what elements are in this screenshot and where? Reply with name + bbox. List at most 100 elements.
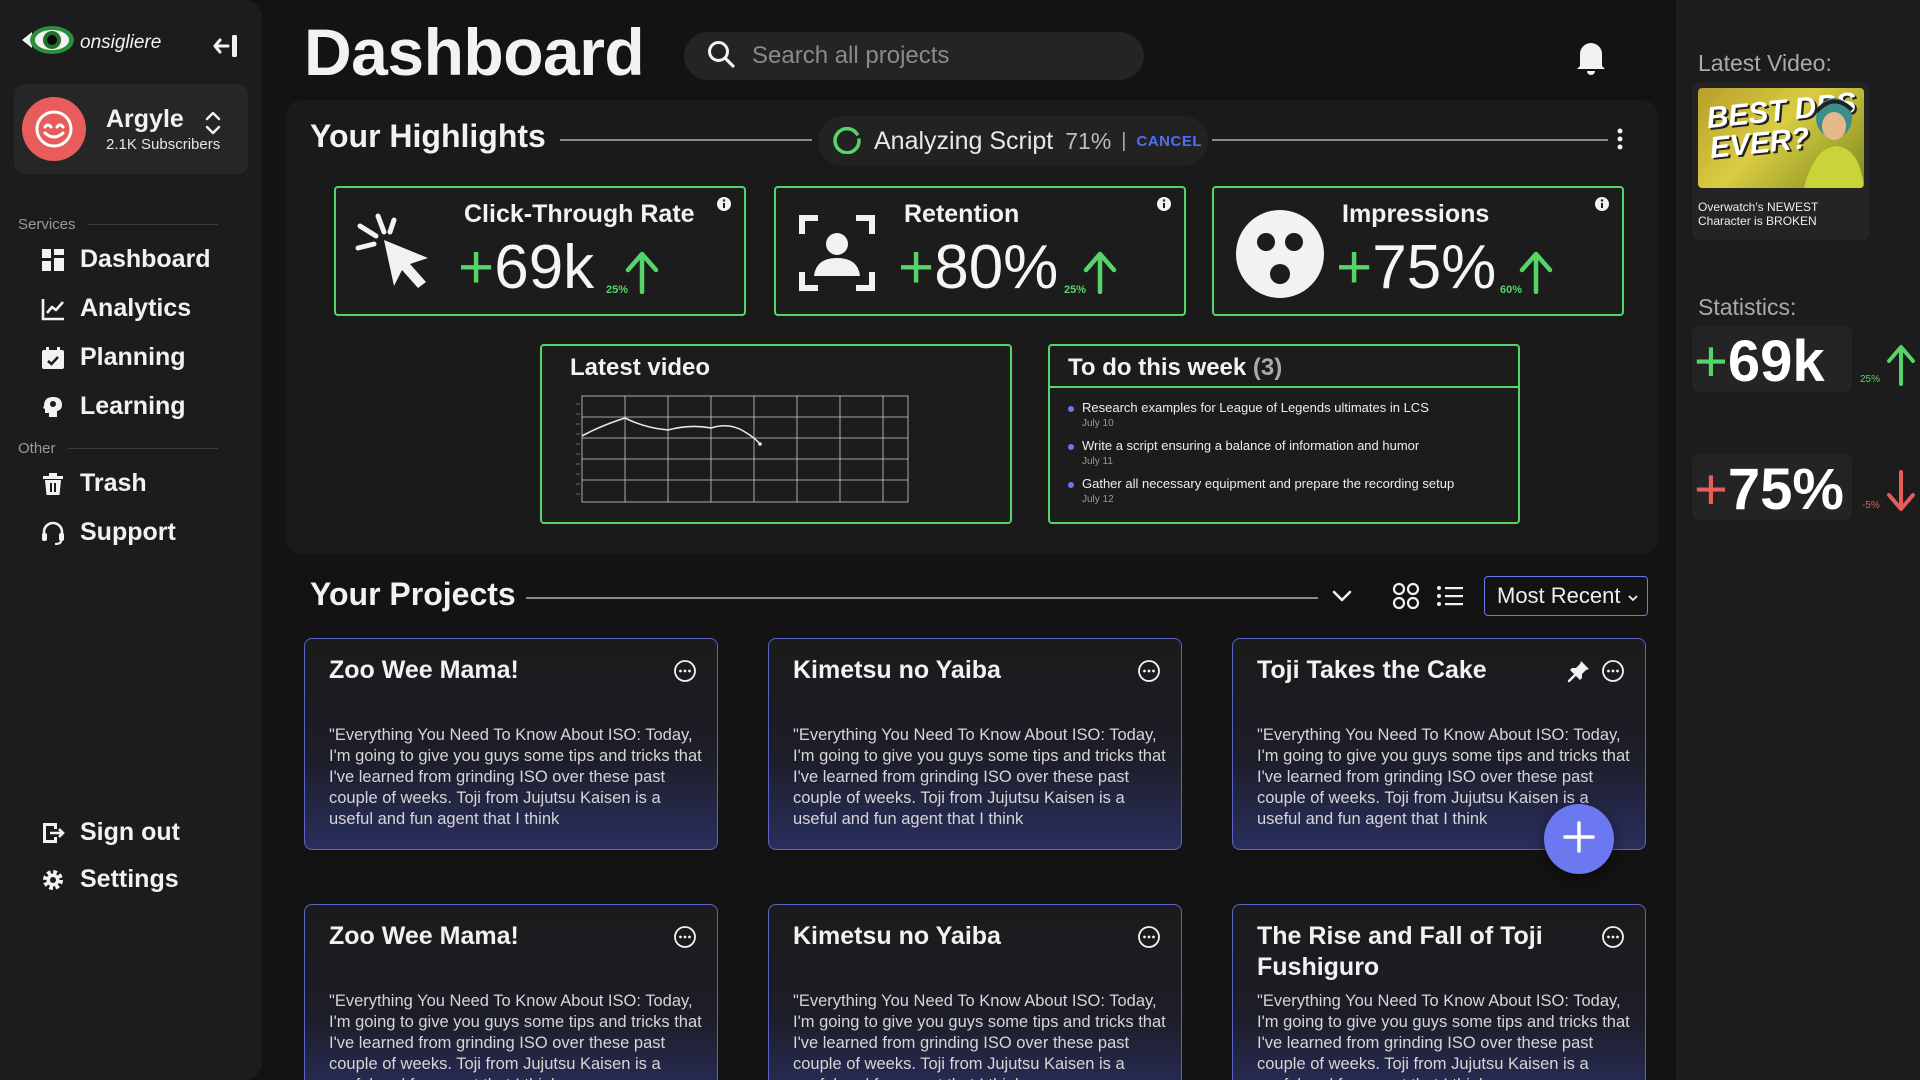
- todo-list: Research examples for League of Legends …: [1068, 400, 1454, 514]
- project-card[interactable]: Zoo Wee Mama! "Everything You Need To Kn…: [304, 638, 718, 850]
- project-name: Toji Takes the Cake: [1257, 656, 1487, 684]
- more-vertical-icon[interactable]: [1616, 126, 1624, 157]
- project-description: "Everything You Need To Know About ISO: …: [793, 726, 1166, 828]
- project-description: "Everything You Need To Know About ISO: …: [1257, 726, 1630, 828]
- todo-box: To do this week (3) Research examples fo…: [1048, 344, 1520, 524]
- headset-icon: [40, 520, 66, 546]
- todo-item[interactable]: Research examples for League of Legends …: [1068, 400, 1454, 429]
- todo-title: To do this week (3): [1068, 354, 1283, 381]
- right-panel: Latest Video: BEST DPS EVER? Overwatch's…: [1676, 0, 1920, 1080]
- stat-card-impressions[interactable]: Impressions +75% 60%: [1212, 186, 1624, 316]
- character-art-icon: [1804, 98, 1864, 188]
- smiley-icon: [1232, 210, 1328, 311]
- sidebar-item-label: Analytics: [80, 294, 192, 322]
- project-card[interactable]: Kimetsu no Yaiba "Everything You Need To…: [768, 638, 1182, 850]
- chevron-down-icon[interactable]: [1330, 586, 1354, 611]
- add-project-button[interactable]: [1544, 804, 1614, 874]
- divider: [560, 139, 812, 141]
- statistic-card: +75%: [1692, 454, 1852, 522]
- sidebar-item-dashboard[interactable]: Dashboard: [40, 245, 211, 274]
- stat-value: +69k: [458, 233, 595, 302]
- latest-video-sparkline: [576, 395, 909, 503]
- app-logo[interactable]: onsigliere: [20, 20, 161, 60]
- video-title: Overwatch's NEWEST Character is BROKEN: [1698, 200, 1819, 228]
- stat-card-ctr[interactable]: Click-Through Rate +69k 25%: [334, 186, 746, 316]
- todo-item[interactable]: Write a script ensuring a balance of inf…: [1068, 438, 1454, 467]
- sidebar-item-planning[interactable]: Planning: [40, 343, 186, 372]
- services-section-label: Services: [18, 216, 218, 233]
- arrow-up-icon: [624, 250, 660, 299]
- todo-item[interactable]: Gather all necessary equipment and prepa…: [1068, 476, 1454, 505]
- sidebar-item-learning[interactable]: Learning: [40, 392, 186, 421]
- info-icon[interactable]: [1594, 196, 1610, 217]
- arrow-up-icon: [1082, 250, 1118, 299]
- sidebar: onsigliere Argyle 2.1K Subscribers Se: [0, 0, 262, 1080]
- stat-value: +80%: [898, 233, 1059, 302]
- settings-button[interactable]: Settings: [40, 865, 179, 894]
- analyzing-script-status: Analyzing Script 71% | CANCEL: [818, 116, 1208, 166]
- stat-change: 25%: [606, 284, 629, 296]
- project-name: Kimetsu no Yaiba: [793, 656, 1001, 684]
- arrow-up-icon: [1518, 250, 1554, 299]
- arrow-down-icon: [1886, 470, 1916, 517]
- avatar: [22, 97, 86, 161]
- other-section-label: Other: [18, 440, 218, 457]
- statistic-value: +75%: [1694, 457, 1844, 522]
- channel-name: Argyle: [106, 105, 184, 133]
- more-horizontal-icon[interactable]: [1137, 659, 1161, 688]
- sidebar-item-label: Planning: [80, 343, 186, 371]
- project-name: The Rise and Fall of Toji Fushiguro: [1257, 922, 1543, 981]
- analytics-icon: [40, 296, 66, 322]
- latest-video-box[interactable]: Latest video: [540, 344, 1012, 524]
- project-description: "Everything You Need To Know About ISO: …: [329, 726, 702, 828]
- grid-view-icon[interactable]: [1392, 582, 1420, 615]
- more-horizontal-icon[interactable]: [673, 925, 697, 954]
- info-icon[interactable]: [716, 196, 732, 217]
- sign-out-label: Sign out: [80, 818, 180, 846]
- sign-out-icon: [40, 820, 66, 846]
- plus-icon: [1561, 819, 1597, 860]
- more-horizontal-icon[interactable]: [1601, 659, 1625, 688]
- latest-video-label: Latest Video:: [1698, 50, 1832, 76]
- project-card[interactable]: Zoo Wee Mama! "Everything You Need To Kn…: [304, 904, 718, 1080]
- highlights-title: Your Highlights: [310, 118, 546, 154]
- project-name: Kimetsu no Yaiba: [793, 922, 1001, 950]
- video-thumbnail: BEST DPS EVER?: [1698, 88, 1864, 188]
- stat-change: 60%: [1500, 284, 1523, 296]
- sort-dropdown[interactable]: Most Recent: [1484, 576, 1648, 616]
- cancel-analysis-button[interactable]: CANCEL: [1136, 132, 1202, 150]
- cursor-click-icon: [354, 210, 440, 301]
- channel-switcher[interactable]: Argyle 2.1K Subscribers: [14, 84, 248, 174]
- search-bar[interactable]: [684, 32, 1144, 80]
- latest-video-title: Latest video: [570, 354, 711, 381]
- stat-card-retention[interactable]: Retention +80% 25%: [774, 186, 1186, 316]
- info-icon[interactable]: [1156, 196, 1172, 217]
- sign-out-button[interactable]: Sign out: [40, 818, 180, 847]
- collapse-sidebar-icon[interactable]: [212, 32, 242, 60]
- more-horizontal-icon[interactable]: [1601, 925, 1625, 954]
- chevron-updown-icon: [204, 110, 222, 141]
- sidebar-item-label: Support: [80, 518, 176, 546]
- stat-value: +75%: [1336, 233, 1497, 302]
- sidebar-item-analytics[interactable]: Analytics: [40, 294, 191, 323]
- pin-icon[interactable]: [1567, 659, 1591, 688]
- trash-icon: [40, 471, 66, 497]
- more-horizontal-icon[interactable]: [673, 659, 697, 688]
- notification-bell-icon[interactable]: [1574, 38, 1608, 81]
- project-card[interactable]: Kimetsu no Yaiba "Everything You Need To…: [768, 904, 1182, 1080]
- statistic-value: +69k: [1694, 329, 1825, 394]
- dashboard-icon: [40, 247, 66, 273]
- page-title: Dashboard: [304, 15, 645, 89]
- latest-video-card[interactable]: BEST DPS EVER? Overwatch's NEWEST Charac…: [1692, 82, 1870, 240]
- more-horizontal-icon[interactable]: [1137, 925, 1161, 954]
- list-view-icon[interactable]: [1436, 584, 1464, 613]
- sidebar-item-support[interactable]: Support: [40, 518, 176, 547]
- search-input[interactable]: [752, 42, 1112, 70]
- stat-title: Impressions: [1342, 200, 1490, 228]
- gear-icon: [40, 867, 66, 893]
- project-card[interactable]: The Rise and Fall of Toji Fushiguro "Eve…: [1232, 904, 1646, 1080]
- sidebar-item-label: Trash: [80, 469, 147, 497]
- project-description: "Everything You Need To Know About ISO: …: [329, 992, 702, 1080]
- loading-spinner-icon: [832, 124, 862, 159]
- sidebar-item-trash[interactable]: Trash: [40, 469, 147, 498]
